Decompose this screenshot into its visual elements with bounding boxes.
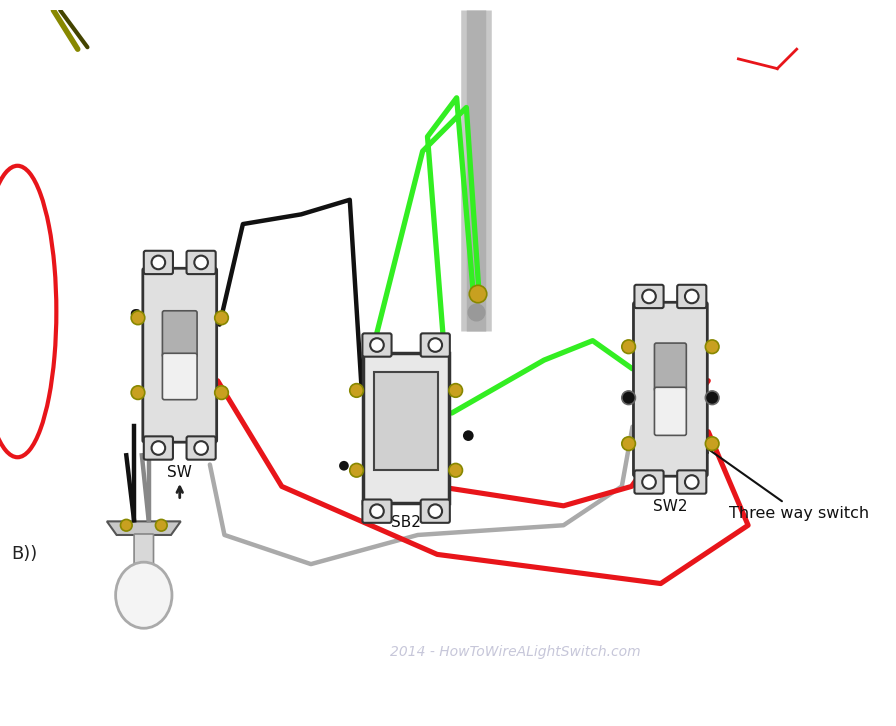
Circle shape <box>622 340 635 354</box>
Circle shape <box>705 340 719 354</box>
Circle shape <box>215 386 228 399</box>
FancyBboxPatch shape <box>421 333 450 356</box>
Circle shape <box>131 386 145 399</box>
FancyBboxPatch shape <box>634 285 664 308</box>
FancyBboxPatch shape <box>162 311 197 357</box>
Circle shape <box>449 463 462 477</box>
FancyBboxPatch shape <box>186 436 216 460</box>
Circle shape <box>349 383 364 397</box>
Circle shape <box>642 290 656 303</box>
Circle shape <box>370 505 383 518</box>
Circle shape <box>449 383 462 397</box>
FancyBboxPatch shape <box>143 436 173 460</box>
FancyBboxPatch shape <box>362 333 392 356</box>
Circle shape <box>685 476 699 489</box>
Circle shape <box>151 441 165 454</box>
FancyBboxPatch shape <box>142 269 217 442</box>
Circle shape <box>349 463 364 477</box>
Circle shape <box>339 461 349 470</box>
FancyBboxPatch shape <box>633 302 707 476</box>
Text: 2014 - HowToWireALightSwitch.com: 2014 - HowToWireALightSwitch.com <box>390 645 641 658</box>
FancyBboxPatch shape <box>134 534 153 569</box>
FancyBboxPatch shape <box>364 353 449 503</box>
FancyBboxPatch shape <box>634 470 664 494</box>
Text: SW2: SW2 <box>653 499 687 513</box>
Circle shape <box>428 505 442 518</box>
FancyBboxPatch shape <box>421 499 450 523</box>
Text: B)): B)) <box>12 545 38 563</box>
Circle shape <box>705 391 719 404</box>
FancyBboxPatch shape <box>654 387 686 436</box>
Circle shape <box>155 519 168 531</box>
Text: Three way switch: Three way switch <box>704 446 869 521</box>
Circle shape <box>120 519 132 531</box>
FancyBboxPatch shape <box>362 499 392 523</box>
FancyBboxPatch shape <box>162 354 197 400</box>
Circle shape <box>642 476 656 489</box>
Circle shape <box>215 311 228 325</box>
Circle shape <box>194 256 208 269</box>
Circle shape <box>370 338 383 352</box>
Circle shape <box>685 290 699 303</box>
FancyBboxPatch shape <box>186 250 216 274</box>
FancyBboxPatch shape <box>677 470 706 494</box>
Text: SW: SW <box>168 465 192 480</box>
Circle shape <box>622 391 635 404</box>
Circle shape <box>131 311 145 325</box>
Polygon shape <box>107 521 181 535</box>
Ellipse shape <box>116 562 172 628</box>
FancyBboxPatch shape <box>143 250 173 274</box>
Text: SB2: SB2 <box>392 515 421 530</box>
Circle shape <box>194 441 208 454</box>
FancyBboxPatch shape <box>374 372 438 470</box>
Circle shape <box>622 437 635 450</box>
Circle shape <box>428 338 442 352</box>
FancyBboxPatch shape <box>677 285 706 308</box>
FancyBboxPatch shape <box>654 343 686 391</box>
Circle shape <box>705 437 719 450</box>
Circle shape <box>463 431 474 441</box>
Circle shape <box>151 256 165 269</box>
Text: C: C <box>130 308 140 322</box>
Circle shape <box>470 285 487 303</box>
